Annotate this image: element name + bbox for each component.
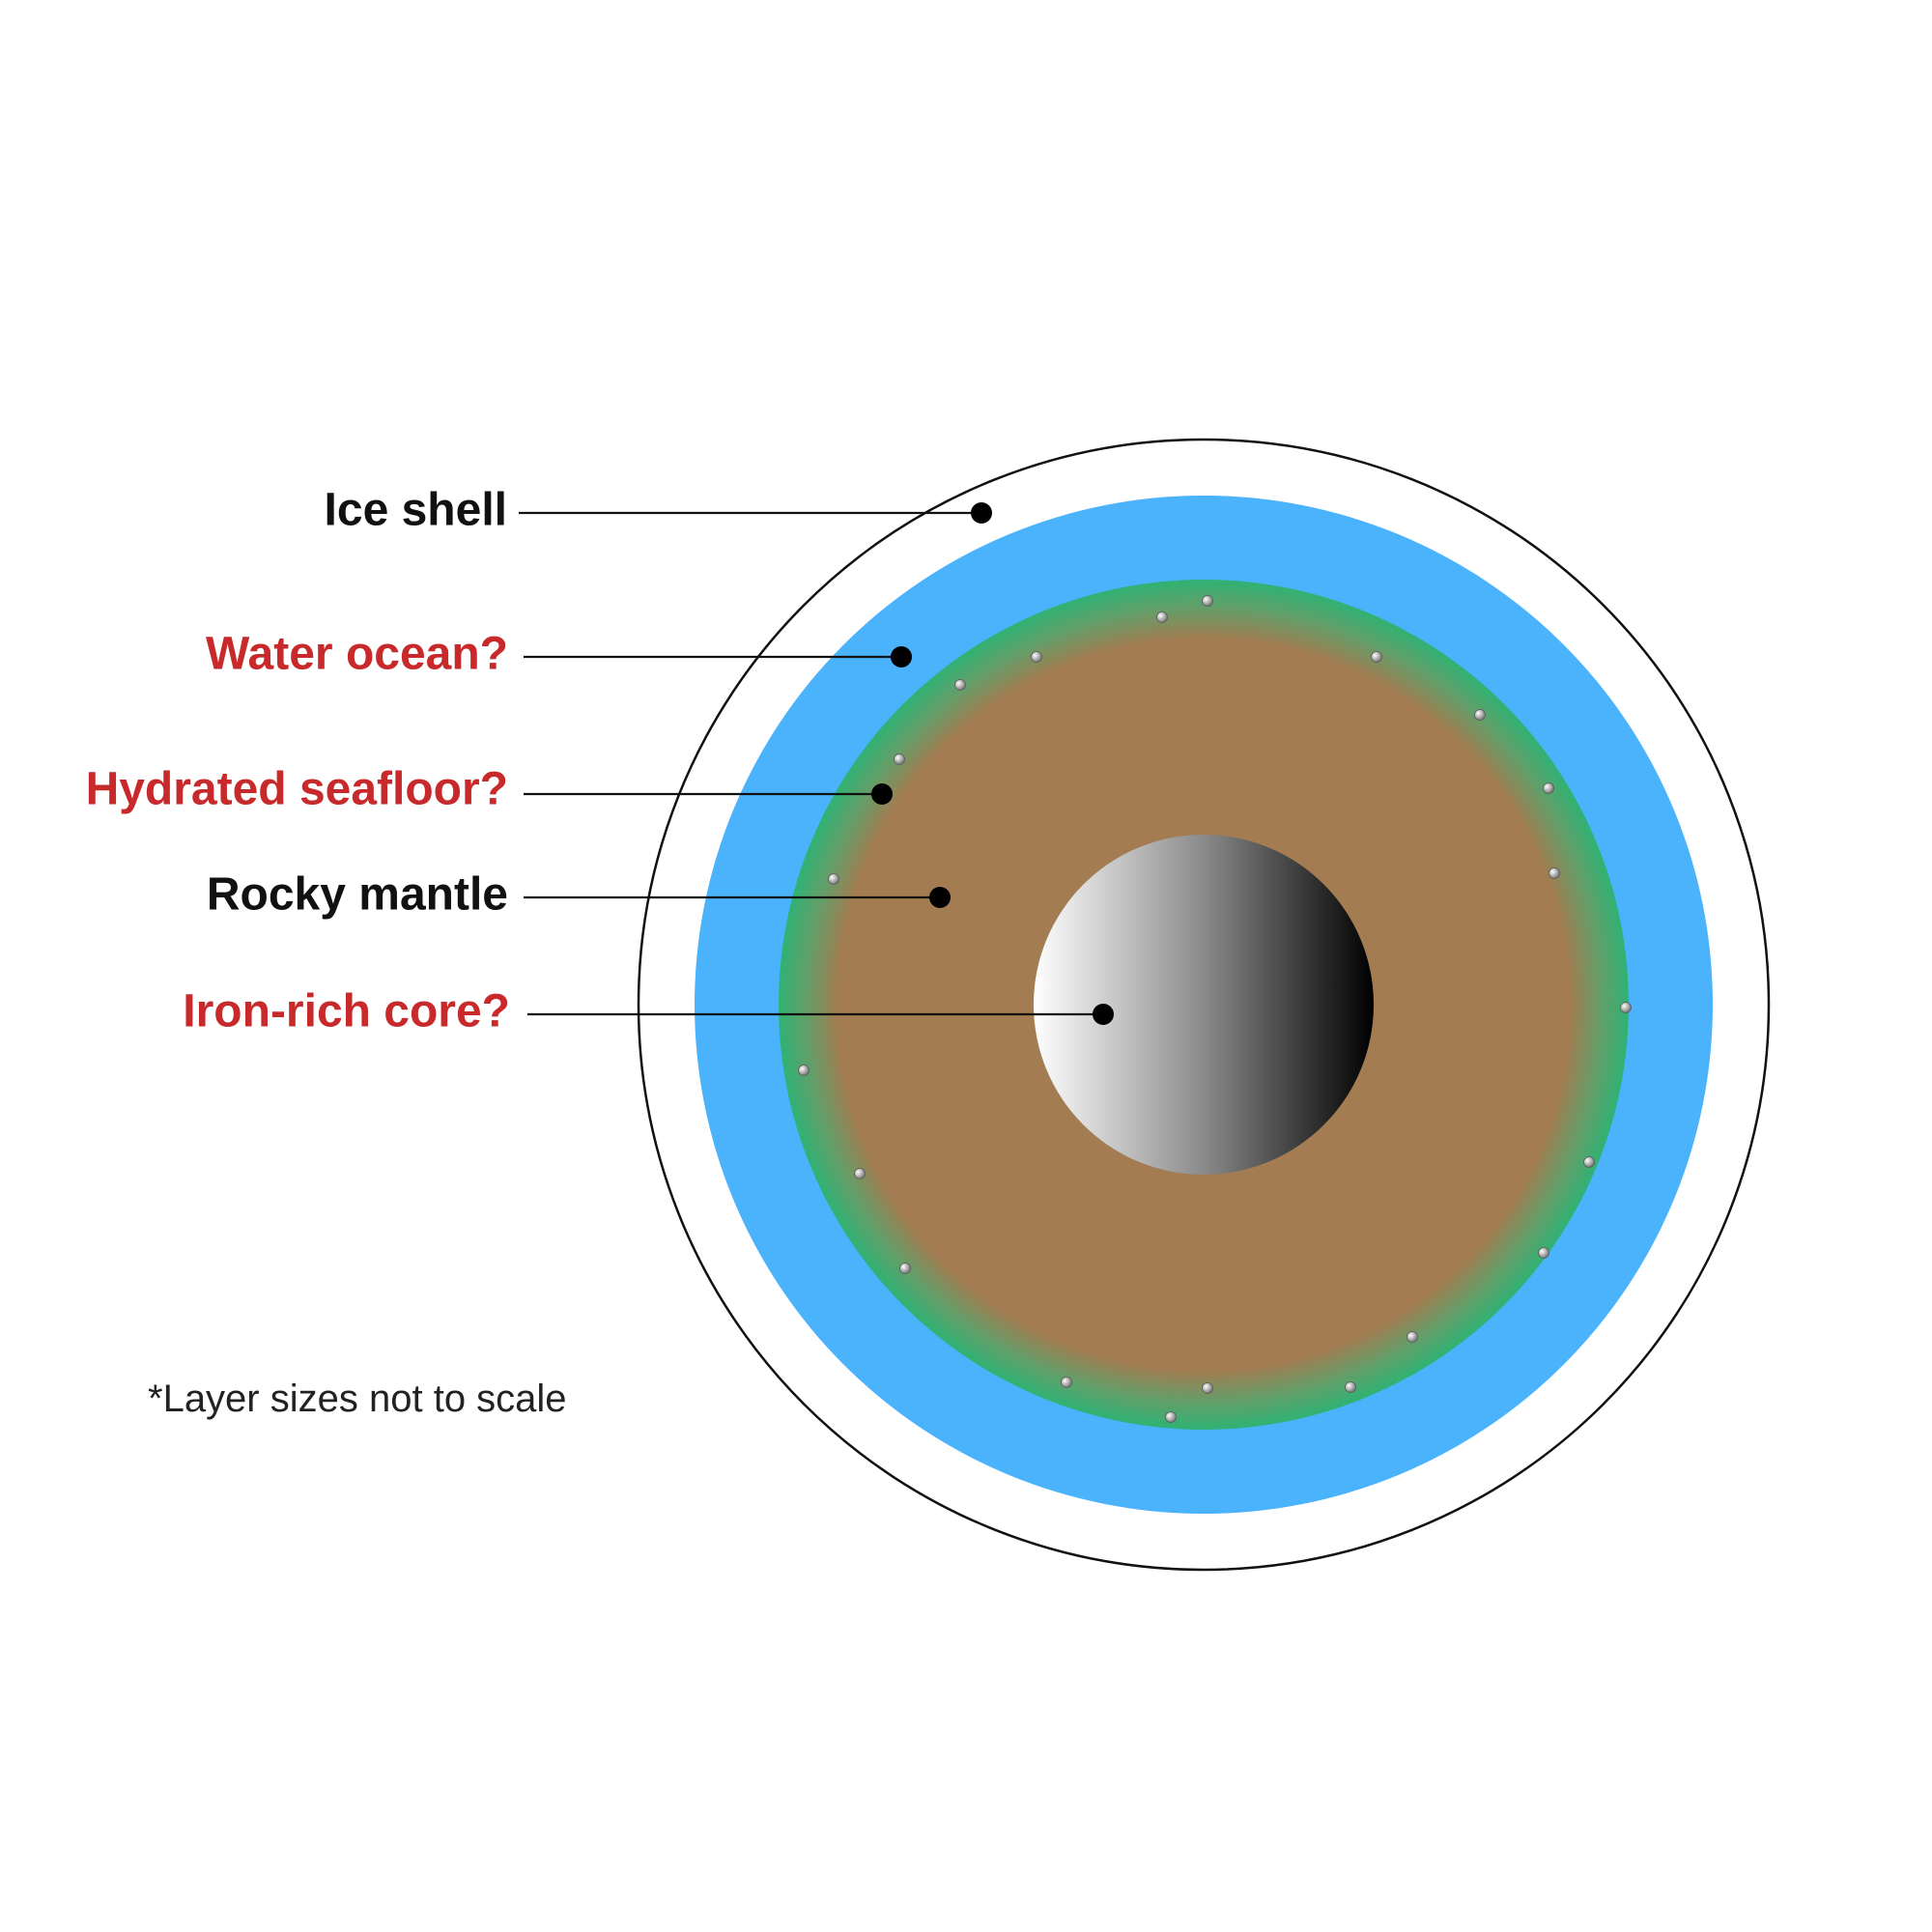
pebble	[828, 873, 839, 885]
pebble	[954, 679, 966, 691]
pebble	[1371, 651, 1382, 663]
pebble	[1202, 595, 1213, 607]
pebble	[894, 753, 905, 765]
iron-core-layer	[1034, 835, 1374, 1175]
pebble	[1538, 1247, 1549, 1259]
pebble	[1165, 1411, 1177, 1423]
label-water-ocean: Water ocean?	[206, 629, 508, 680]
pebble	[1543, 782, 1554, 794]
footnote-not-to-scale: *Layer sizes not to scale	[148, 1378, 567, 1420]
pebble	[1548, 867, 1560, 879]
marker-dot-ice-shell	[971, 502, 992, 524]
marker-dot-rocky-mantle	[929, 887, 951, 908]
pebble	[1583, 1156, 1595, 1168]
pebble	[854, 1168, 866, 1179]
label-iron-core: Iron-rich core?	[183, 986, 510, 1037]
seafloor-pebbles	[798, 595, 1632, 1423]
pebble	[1620, 1002, 1632, 1013]
label-rocky-mantle: Rocky mantle	[207, 869, 508, 921]
pebble	[899, 1263, 911, 1274]
marker-dot-iron-core	[1093, 1004, 1114, 1025]
pebble	[1031, 651, 1042, 663]
pebble	[1406, 1331, 1418, 1343]
marker-dot-hydrated-seafloor	[871, 783, 893, 805]
pebble	[798, 1065, 810, 1076]
marker-dot-water-ocean	[891, 646, 912, 668]
pebble	[1474, 709, 1486, 721]
pebble	[1202, 1382, 1213, 1394]
pebble	[1345, 1381, 1356, 1393]
pebble	[1061, 1377, 1072, 1388]
label-ice-shell: Ice shell	[325, 485, 507, 536]
pebble	[1156, 611, 1168, 623]
label-hydrated-seafloor: Hydrated seafloor?	[86, 764, 508, 815]
